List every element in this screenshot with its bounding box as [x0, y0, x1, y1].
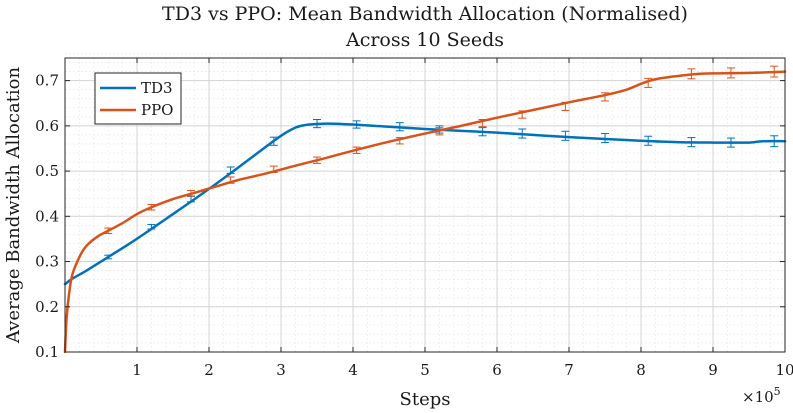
x-tick-label: 1: [132, 361, 142, 379]
x-tick-label: 8: [636, 361, 646, 379]
td3-errorbar: [770, 135, 779, 148]
ppo-errorbar: [478, 119, 487, 128]
legend-td3-label: TD3: [141, 79, 173, 97]
td3-errorbar: [601, 133, 609, 144]
x-axis-label: Steps: [400, 389, 451, 410]
x-tick-label: 2: [204, 361, 214, 379]
ppo-errorbar: [687, 68, 696, 80]
ppo-errorbar: [601, 92, 609, 102]
ppo-errorbar: [352, 146, 361, 154]
td3-errorbar: [313, 119, 321, 129]
x-tick-label: 6: [492, 361, 502, 379]
x-tick-label: 4: [348, 361, 358, 379]
td3-errorbar: [518, 128, 527, 139]
td3-errorbar: [269, 136, 278, 146]
td3-errorbar: [395, 122, 404, 132]
y-tick-label: 0.2: [35, 298, 59, 316]
ppo-errorbar: [313, 156, 321, 164]
ppo-errorbar: [770, 65, 779, 78]
chart-title: TD3 vs PPO: Mean Bandwidth Allocation (N…: [162, 3, 688, 25]
y-tick-label: 0.5: [35, 162, 59, 180]
x-tick-label: 10: [775, 361, 793, 379]
x-tick-label: 9: [708, 361, 718, 379]
td3-errorbar: [687, 137, 696, 148]
ppo-errorbar: [435, 127, 444, 136]
td3-errorbar: [104, 254, 113, 260]
ticks: 1 2 3 4 5 6 7 8 9 10 0.1 0.2 0.3 0.4 0.5 0.6 0.7: [35, 58, 793, 379]
y-tick-label: 0.7: [35, 72, 59, 90]
ppo-errorbar: [518, 110, 527, 119]
y-tick-label: 0.3: [35, 253, 59, 271]
td3-errorbar: [561, 130, 570, 141]
ppo-errorbar: [727, 67, 735, 79]
td3-errorbar: [147, 223, 156, 230]
ppo-errorbar: [561, 101, 570, 111]
series-layer: [63, 65, 787, 354]
ppo-errorbar: [395, 137, 404, 145]
td3-errorbar: [352, 120, 361, 129]
td3-errorbar: [727, 137, 735, 148]
ppo-errorbar: [187, 190, 195, 197]
legend-box: [94, 72, 182, 125]
ppo-errorbar: [644, 77, 653, 88]
y-tick-label: 0.6: [35, 117, 59, 135]
td3-errorbar: [478, 127, 487, 137]
x-tick-label: 5: [420, 361, 430, 379]
ppo-errorbar: [104, 227, 113, 234]
chart-subtitle: Across 10 Seeds: [345, 29, 504, 51]
td3-errorbar: [226, 166, 235, 174]
td3-errorbar: [644, 135, 653, 146]
ppo-errorbar: [147, 204, 156, 211]
x-tick-label: 7: [564, 361, 574, 379]
y-axis-label: Average Bandwidth Allocation: [3, 66, 24, 344]
legend: TD3 PPO: [94, 72, 182, 125]
x-tick-label: 3: [276, 361, 286, 379]
y-tick-label: 0.4: [35, 207, 59, 225]
ppo-errorbar: [226, 176, 235, 184]
y-tick-label: 0.1: [35, 343, 59, 361]
ppo-errorbar: [269, 165, 278, 173]
x-exponent-label: ×105: [742, 385, 781, 406]
legend-ppo-label: PPO: [141, 101, 173, 119]
